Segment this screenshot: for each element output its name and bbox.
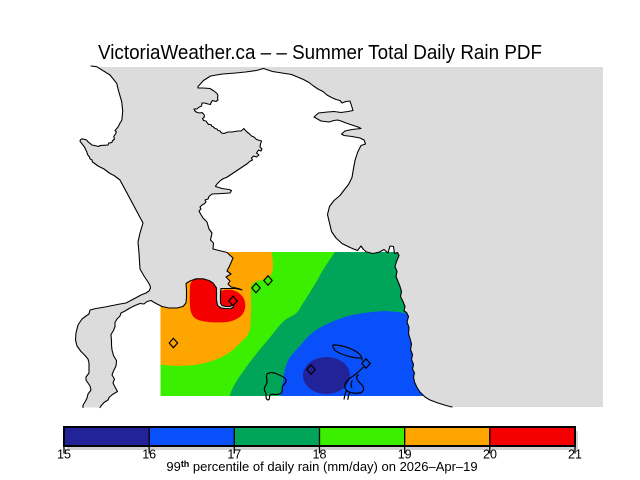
- svg-text:16: 16: [142, 448, 156, 462]
- svg-text:21: 21: [568, 448, 582, 462]
- svg-text:15: 15: [57, 448, 71, 462]
- svg-text:18: 18: [313, 448, 327, 462]
- svg-text:VictoriaWeather.ca – – Summer: VictoriaWeather.ca – – Summer Total Dail…: [98, 42, 542, 64]
- svg-text:17: 17: [227, 448, 241, 462]
- svg-text:99th percentile of daily rain: 99th percentile of daily rain (mm/day) o…: [166, 459, 477, 474]
- svg-text:19: 19: [398, 448, 412, 462]
- svg-text:20: 20: [483, 448, 497, 462]
